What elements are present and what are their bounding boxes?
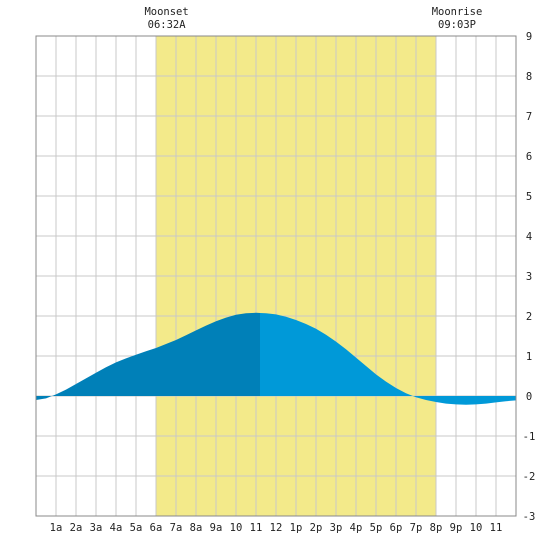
x-tick-label: 5a: [130, 522, 143, 534]
y-tick-label: -1: [523, 431, 536, 443]
x-tick-label: 8p: [430, 522, 443, 534]
y-tick-label: 1: [526, 351, 532, 363]
moon-event-label: Moonset: [144, 6, 188, 18]
x-tick-label: 2p: [310, 522, 323, 534]
plot-frame: [35, 35, 517, 517]
y-tick-label: 6: [526, 151, 532, 163]
moon-event-time: 06:32A: [148, 19, 187, 31]
y-tick-label: 8: [526, 71, 532, 83]
y-tick-label: 3: [526, 271, 532, 283]
x-tick-labels: 1a 2a 3a 4a 5a 6a 7a 8a 9a 10 11 12 1p 2p 3p 4p 5p 6p 7p 8p…: [50, 522, 503, 534]
x-tick-label: 1a: [50, 522, 63, 534]
x-tick-label: 2a: [70, 522, 83, 534]
tide-area-falling: [260, 312, 516, 405]
moon-event-time: 09:03P: [438, 19, 476, 31]
x-tick-label: 9a: [210, 522, 223, 534]
x-tick-label: 11: [250, 522, 263, 534]
x-tick-label: 10: [470, 522, 483, 534]
x-tick-label: 12: [270, 522, 283, 534]
moon-event-label: Moonrise: [432, 6, 483, 18]
x-tick-label: 4a: [110, 522, 123, 534]
tide-area-layer: [36, 312, 516, 405]
y-tick-label: -3: [523, 511, 536, 523]
y-tick-label: -2: [523, 471, 536, 483]
x-tick-label: 4p: [350, 522, 363, 534]
y-tick-label: 2: [526, 311, 532, 323]
y-tick-label: 5: [526, 191, 532, 203]
y-tick-labels: -3 -2 -1 0 1 2 3 4 5 6 7 8 9: [523, 31, 536, 523]
x-tick-label: 6p: [390, 522, 403, 534]
x-tick-label: 8a: [190, 522, 203, 534]
x-tick-label: 11: [490, 522, 503, 534]
x-tick-label: 3p: [330, 522, 343, 534]
x-tick-label: 9p: [450, 522, 463, 534]
x-tick-label: 3a: [90, 522, 103, 534]
y-tick-label: 7: [526, 111, 532, 123]
y-tick-label: 0: [526, 391, 532, 403]
x-tick-label: 7p: [410, 522, 423, 534]
x-tick-label: 5p: [370, 522, 383, 534]
y-tick-label: 4: [526, 231, 532, 243]
x-tick-label: 6a: [150, 522, 163, 534]
y-tick-label: 9: [526, 31, 532, 43]
tide-area-rising: [36, 312, 260, 400]
x-tick-label: 10: [230, 522, 243, 534]
x-tick-label: 1p: [290, 522, 303, 534]
x-tick-label: 7a: [170, 522, 183, 534]
grid-layer: [36, 36, 516, 516]
